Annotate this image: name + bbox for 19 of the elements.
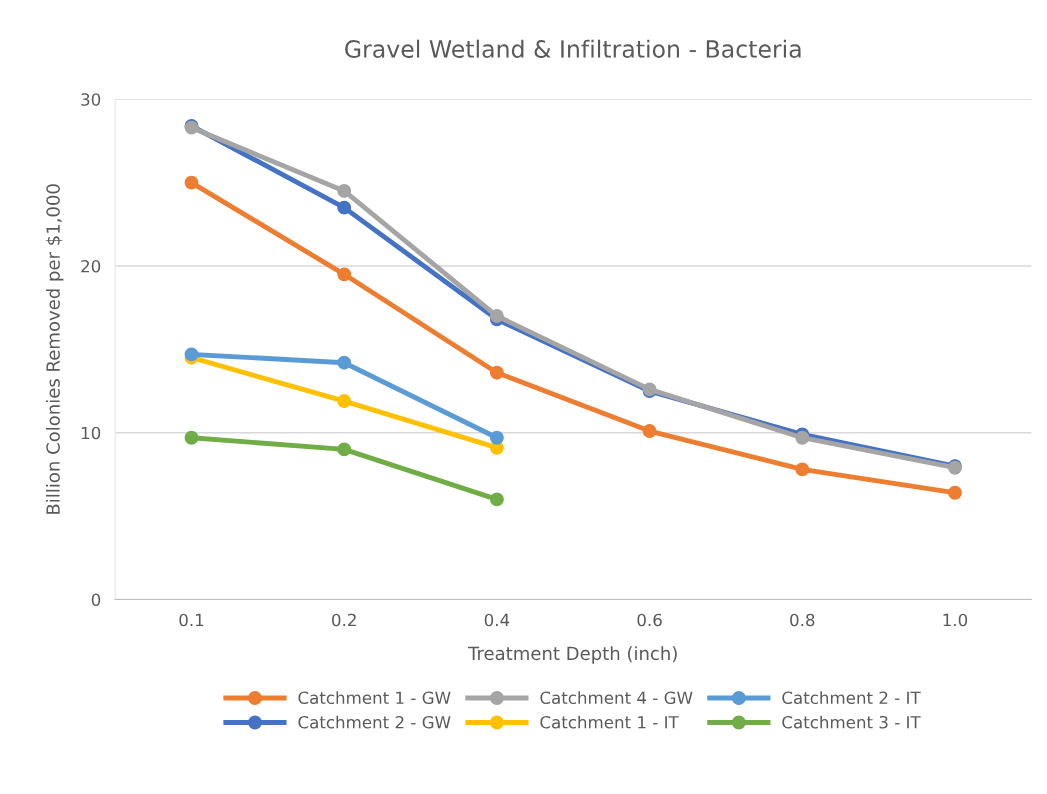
x-axis-title: Treatment Depth (inch) (468, 646, 677, 664)
x-tick-label: 0.8 (790, 613, 815, 627)
legend-label: Catchment 2 - IT (782, 691, 921, 705)
legend-label: Catchment 4 - GW (540, 691, 693, 705)
x-tick-label: 0.2 (332, 613, 356, 627)
y-tick-label: 30 (81, 93, 101, 106)
chart-title: Gravel Wetland & Infiltration - Bacteria (345, 39, 801, 58)
x-tick-label: 0.1 (179, 613, 204, 627)
x-tick-label: 0.6 (637, 613, 662, 627)
x-tick-label: 0.4 (484, 613, 510, 627)
y-tick-label: 0 (91, 593, 101, 607)
y-tick-label: 20 (81, 259, 101, 273)
legend-label: Catchment 2 - GW (298, 715, 451, 729)
legend-label: Catchment 1 - IT (540, 715, 679, 729)
legend-label: Catchment 1 - GW (298, 691, 451, 705)
x-tick-label: 1.0 (943, 613, 968, 627)
y-axis-title: Billion Colonies Removed per $1,000 (45, 184, 64, 514)
y-tick-label: 10 (81, 426, 101, 440)
legend-label: Catchment 3 - IT (782, 715, 921, 729)
